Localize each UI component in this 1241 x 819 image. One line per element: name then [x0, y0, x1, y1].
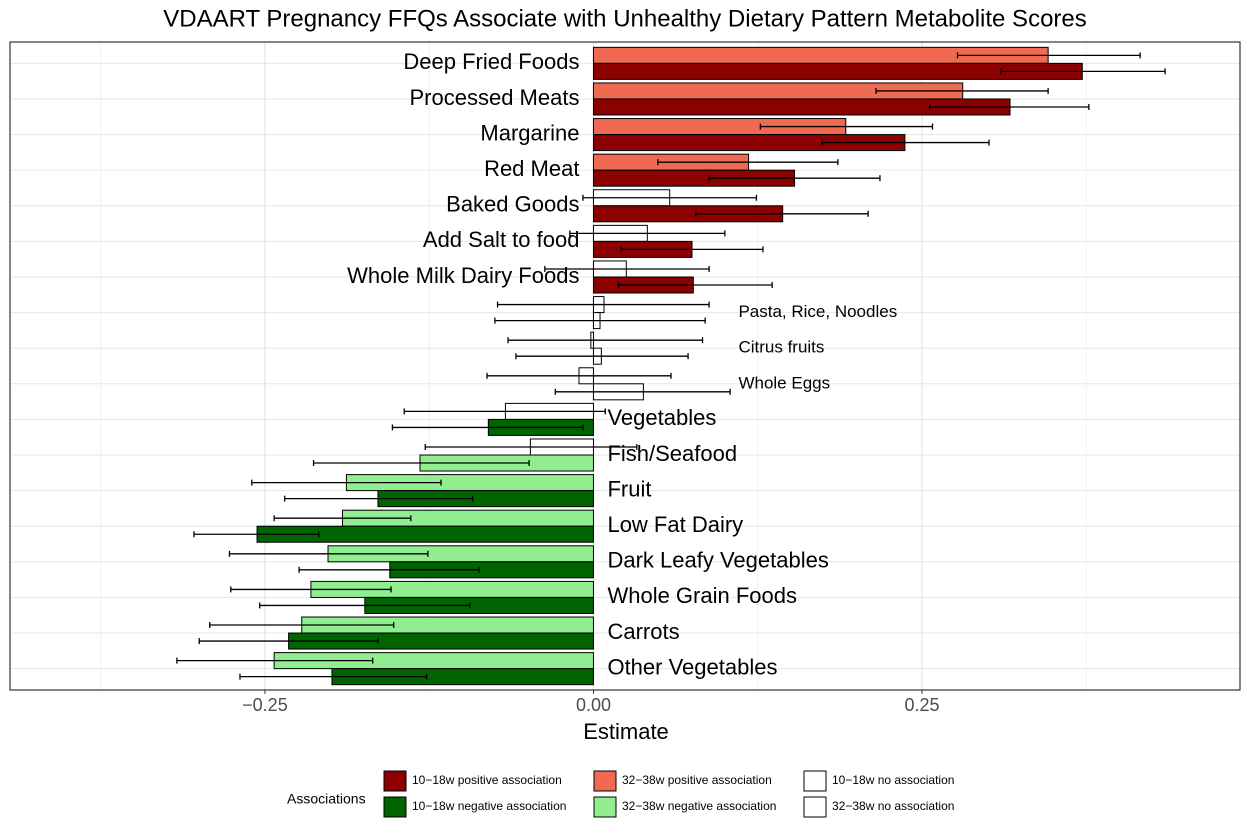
legend-label: 32−38w no association [832, 799, 954, 813]
error-bar [273, 515, 412, 522]
error-bar [929, 103, 1090, 110]
error-bar [657, 159, 839, 166]
x-tick-label: −0.25 [242, 695, 288, 715]
category-label: Margarine [480, 120, 579, 145]
error-bar [403, 408, 606, 415]
error-bar [283, 495, 474, 502]
legend-key [383, 770, 407, 792]
category-label: Fish/Seafood [607, 441, 737, 466]
category-label: Citrus fruits [738, 338, 824, 357]
category-label: Whole Eggs [738, 373, 830, 392]
error-bar [554, 388, 731, 395]
x-tick-label: 0.25 [904, 695, 939, 715]
error-bar [515, 353, 689, 360]
error-bar [695, 210, 869, 217]
error-bar [496, 301, 710, 308]
legend-label: 10−18w positive association [412, 773, 562, 787]
error-bar [759, 123, 934, 130]
error-bar [259, 602, 471, 609]
error-bar [569, 230, 726, 237]
legend-key [803, 770, 827, 792]
category-label: Vegetables [607, 405, 716, 430]
error-bar [198, 638, 379, 645]
error-bar [193, 531, 320, 538]
error-bar [486, 372, 672, 379]
error-bar [176, 657, 374, 664]
x-tick-label: 0.00 [576, 695, 611, 715]
error-bar [1000, 68, 1166, 75]
error-bar [494, 317, 706, 324]
category-label: Processed Meats [409, 85, 579, 110]
category-label: Red Meat [484, 156, 579, 181]
category-label: Whole Grain Foods [607, 583, 797, 608]
error-bar [239, 673, 428, 680]
error-bar [251, 479, 442, 486]
error-bar [956, 52, 1141, 59]
legend-key [593, 770, 617, 792]
legend-title: Associations [287, 791, 366, 807]
error-bar [228, 550, 429, 557]
legend-key [383, 796, 407, 818]
category-label: Pasta, Rice, Noodles [738, 302, 897, 321]
plot-border [9, 41, 1241, 691]
error-bar [617, 282, 773, 288]
error-bar [312, 460, 530, 467]
legend-label: 32−38w negative association [622, 799, 776, 813]
x-axis-label: Estimate [583, 719, 669, 744]
error-bar [875, 87, 1049, 94]
category-label: Other Vegetables [607, 654, 777, 679]
category-label: Whole Milk Dairy Foods [347, 263, 579, 288]
error-bar [424, 444, 638, 450]
category-label: Carrots [607, 619, 679, 644]
category-label: Baked Goods [446, 192, 579, 217]
error-bar [708, 175, 881, 182]
category-label: Dark Leafy Vegetables [607, 548, 828, 573]
error-bar [821, 139, 990, 146]
legend-key [803, 796, 827, 818]
category-label: Deep Fried Foods [403, 49, 579, 74]
error-bar [582, 194, 758, 201]
error-bar [507, 337, 704, 344]
error-bar [391, 424, 584, 431]
legend-label: 32−38w positive association [622, 773, 772, 787]
category-label: Fruit [607, 476, 651, 501]
error-bar [620, 246, 764, 253]
legend-label: 10−18w no association [832, 773, 954, 787]
error-bar [544, 265, 710, 272]
legend-key [593, 796, 617, 818]
category-label: Add Salt to food [423, 227, 580, 252]
chart-title: VDAART Pregnancy FFQs Associate with Unh… [163, 5, 1087, 32]
error-bar [298, 566, 480, 573]
error-bar [230, 586, 392, 593]
legend-label: 10−18w negative association [412, 799, 566, 813]
category-label: Low Fat Dairy [607, 512, 743, 537]
error-bar [209, 622, 395, 629]
